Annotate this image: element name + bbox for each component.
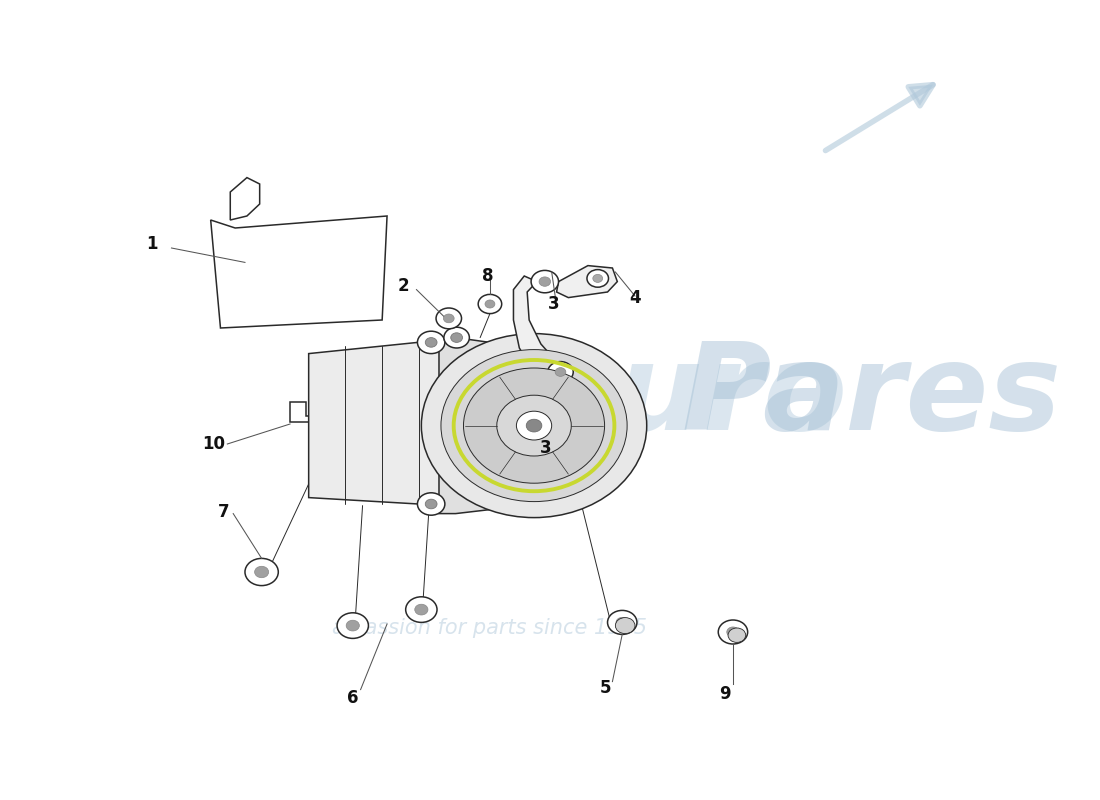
- Text: a passion for parts since 1985: a passion for parts since 1985: [332, 618, 648, 638]
- Polygon shape: [514, 276, 571, 382]
- Text: 2: 2: [398, 277, 409, 294]
- Circle shape: [254, 566, 268, 578]
- Circle shape: [443, 314, 454, 322]
- Circle shape: [727, 627, 739, 637]
- Polygon shape: [290, 402, 331, 436]
- Circle shape: [426, 499, 437, 509]
- Circle shape: [516, 411, 552, 440]
- Text: 6: 6: [346, 689, 359, 706]
- Circle shape: [556, 368, 565, 376]
- Circle shape: [463, 368, 605, 483]
- Text: Pares: Pares: [681, 338, 1062, 454]
- Polygon shape: [211, 216, 387, 328]
- Circle shape: [451, 333, 462, 342]
- Polygon shape: [439, 338, 507, 514]
- FancyArrowPatch shape: [825, 85, 933, 150]
- Text: 8: 8: [482, 267, 494, 285]
- Circle shape: [728, 628, 746, 642]
- Circle shape: [337, 613, 368, 638]
- Text: 3: 3: [548, 295, 560, 313]
- Circle shape: [444, 327, 470, 348]
- Circle shape: [478, 294, 502, 314]
- Circle shape: [531, 270, 559, 293]
- Circle shape: [616, 618, 628, 627]
- Circle shape: [426, 338, 437, 347]
- Circle shape: [346, 620, 360, 631]
- Text: 1: 1: [146, 235, 157, 253]
- Circle shape: [245, 558, 278, 586]
- Circle shape: [587, 270, 608, 287]
- Circle shape: [436, 308, 462, 329]
- Circle shape: [615, 618, 635, 634]
- Circle shape: [421, 334, 647, 518]
- Circle shape: [485, 300, 495, 308]
- Polygon shape: [557, 266, 617, 298]
- Circle shape: [548, 362, 573, 382]
- Text: 9: 9: [719, 685, 730, 702]
- Circle shape: [526, 419, 542, 432]
- Text: 3: 3: [540, 439, 551, 457]
- Circle shape: [607, 610, 637, 634]
- Circle shape: [406, 597, 437, 622]
- Text: 5: 5: [600, 679, 612, 697]
- Circle shape: [417, 331, 444, 354]
- Circle shape: [441, 350, 627, 502]
- Circle shape: [593, 274, 603, 282]
- Text: euro: euro: [534, 338, 848, 454]
- Circle shape: [497, 395, 571, 456]
- Text: 10: 10: [202, 435, 226, 453]
- Circle shape: [415, 604, 428, 615]
- Circle shape: [718, 620, 748, 644]
- Polygon shape: [230, 178, 260, 220]
- Text: 4: 4: [629, 289, 641, 306]
- Circle shape: [539, 277, 551, 286]
- Polygon shape: [309, 340, 455, 506]
- Circle shape: [417, 493, 444, 515]
- Text: 7: 7: [218, 503, 229, 521]
